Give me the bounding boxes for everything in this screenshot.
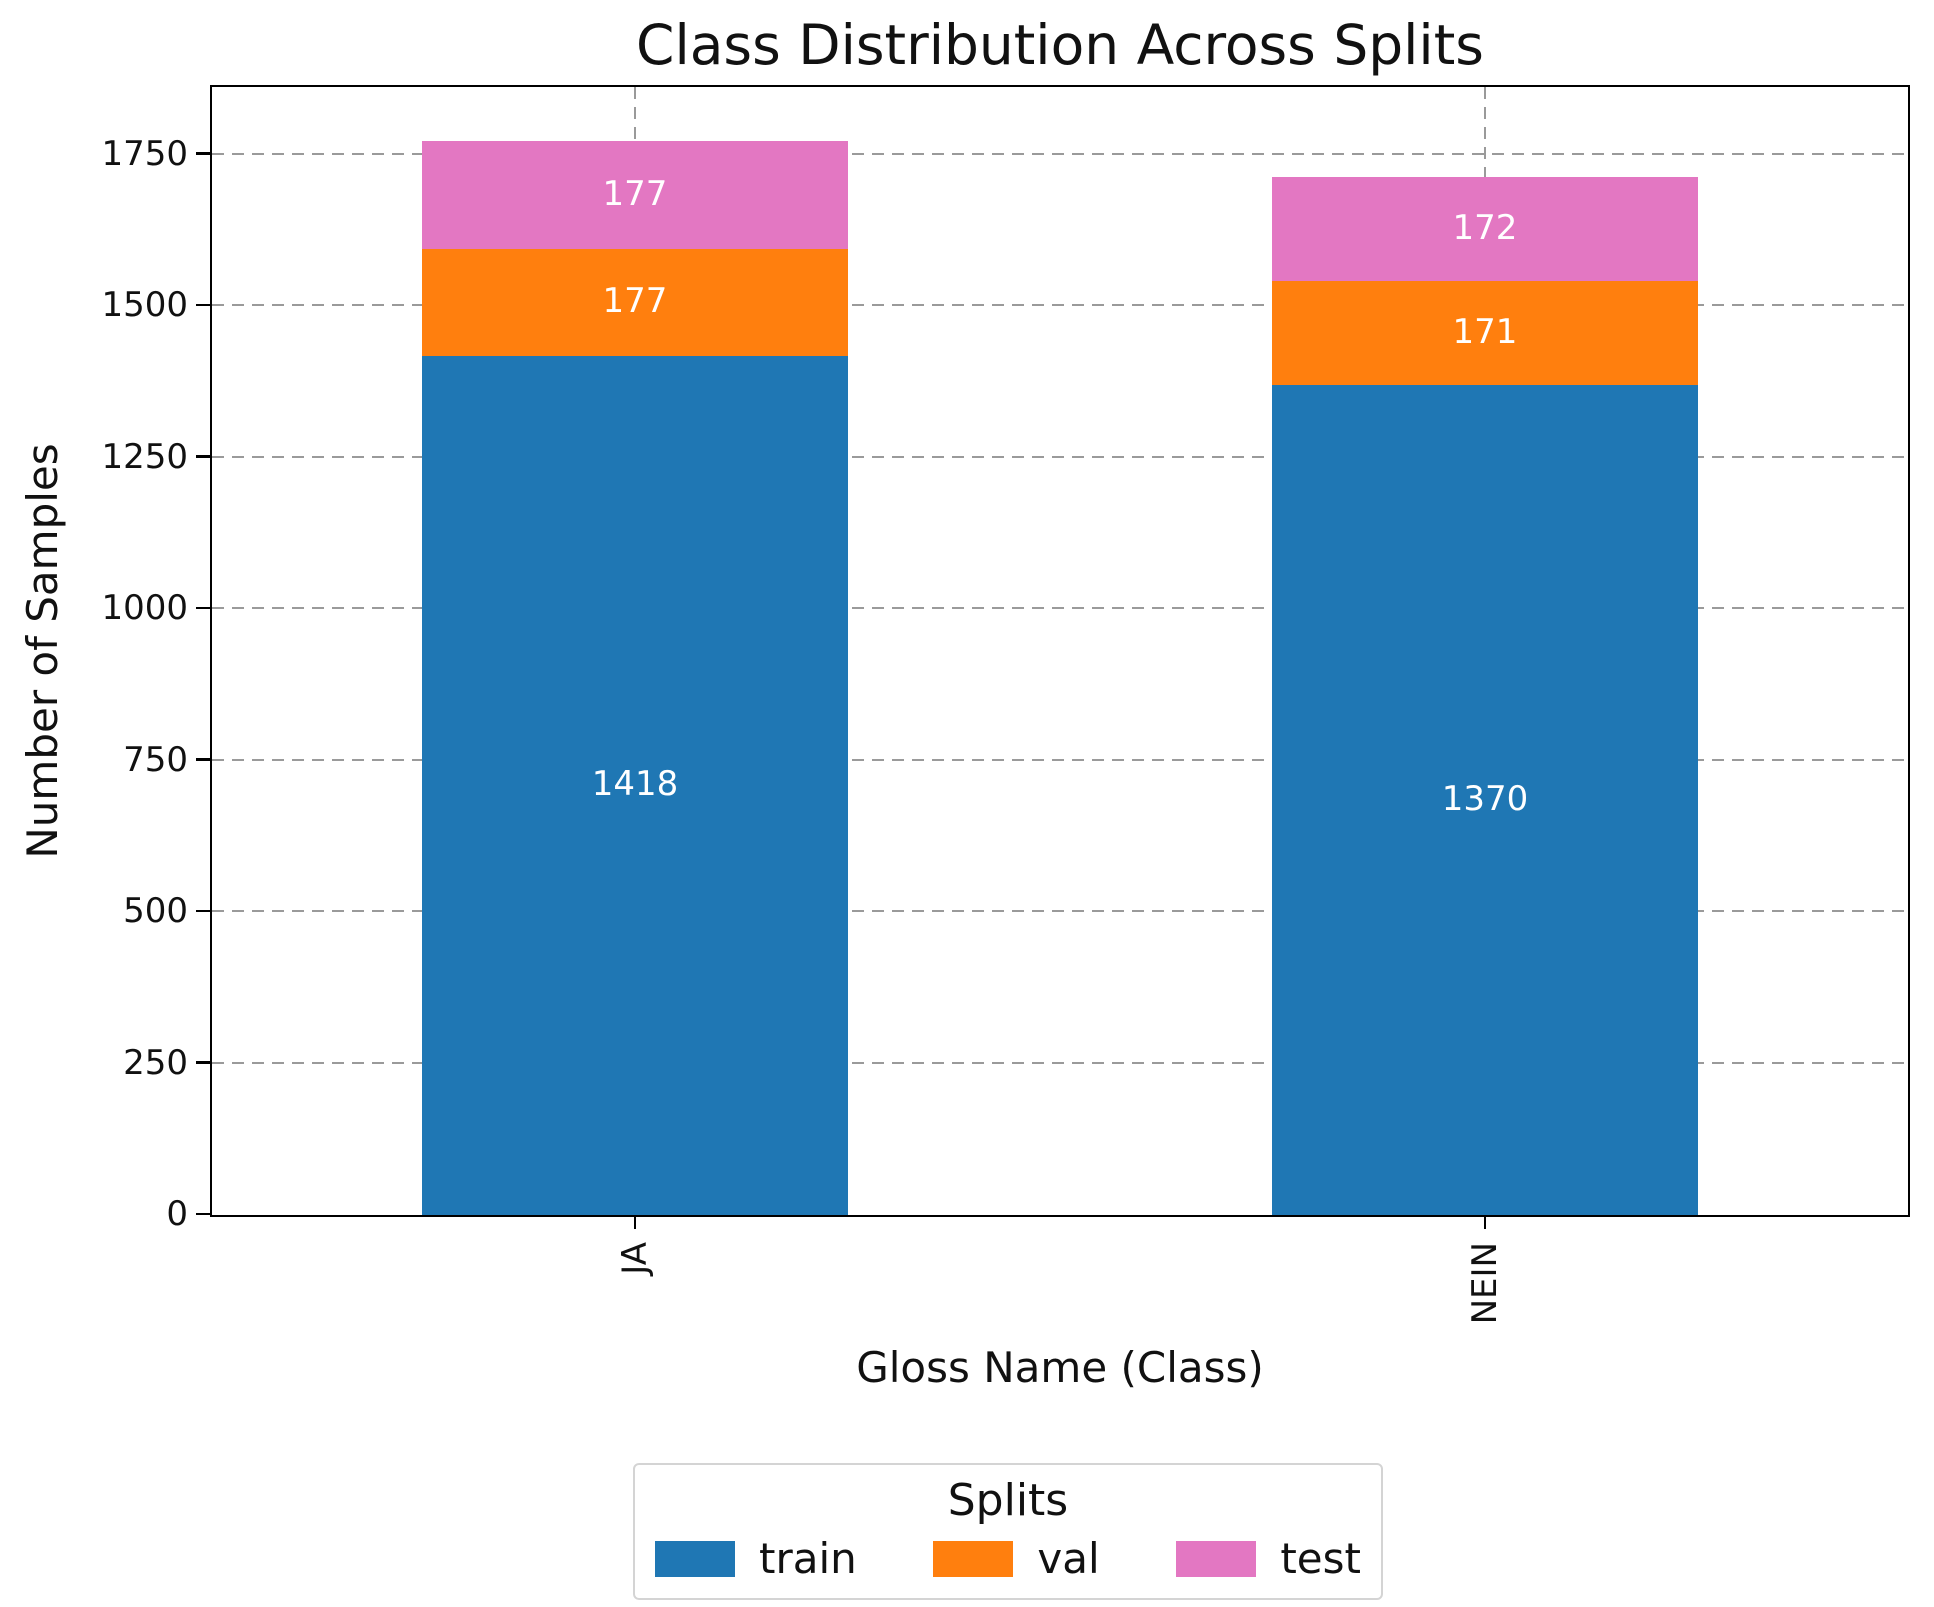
y-tick-label: 1250 (101, 436, 188, 477)
y-tick-label: 1000 (101, 588, 188, 629)
y-axis-tick (195, 1212, 210, 1216)
y-tick-label: 0 (166, 1194, 188, 1234)
bar-segment-train-nein[interactable] (1272, 384, 1698, 1215)
legend-entry-val[interactable]: val (933, 1533, 1100, 1583)
gridline-horizontal (212, 607, 1908, 610)
y-tick-label: 250 (123, 1042, 188, 1083)
bar-segment-train-ja[interactable] (422, 355, 848, 1215)
x-axis-label: Gloss Name (Class) (856, 1343, 1264, 1392)
legend-entry-train[interactable]: train (655, 1533, 857, 1583)
y-axis-tick (195, 909, 210, 913)
y-axis-tick (195, 606, 210, 610)
legend-swatch-val (933, 1540, 1014, 1577)
legend-entry-test[interactable]: test (1176, 1533, 1361, 1583)
gridline-horizontal (212, 1061, 1908, 1064)
y-tick-label: 750 (123, 739, 188, 780)
bar-value-label-val-nein: 171 (1452, 312, 1518, 353)
x-tick-label-ja: JA (615, 1242, 655, 1275)
bar-segment-test-nein[interactable] (1272, 177, 1698, 282)
legend-entries: train val test (655, 1533, 1361, 1583)
y-axis-tick (195, 758, 210, 761)
legend-label-train: train (759, 1533, 857, 1583)
gridline-horizontal (212, 304, 1908, 307)
legend-title: Splits (947, 1475, 1069, 1526)
y-tick-label: 1750 (101, 133, 188, 174)
bar-value-label-val-ja: 177 (602, 281, 668, 322)
legend-swatch-test (1176, 1540, 1257, 1577)
y-axis-tick (195, 455, 210, 458)
chart-title: Class Distribution Across Splits (636, 13, 1484, 77)
y-tick-label: 1500 (101, 285, 188, 326)
gridline-horizontal (212, 758, 1908, 761)
bar-segment-val-ja[interactable] (422, 248, 848, 356)
y-axis-tick (195, 303, 210, 307)
gridline-horizontal (212, 455, 1908, 458)
bar-value-label-train-ja: 1418 (591, 764, 679, 805)
y-tick-label: 500 (123, 891, 188, 932)
bar-value-label-test-nein: 172 (1452, 208, 1518, 249)
x-axis-tick (633, 1215, 637, 1229)
legend: Splits train val test (633, 1463, 1383, 1600)
bar-value-label-test-ja: 177 (602, 173, 668, 214)
legend-label-test: test (1280, 1533, 1361, 1583)
bar-segment-val-nein[interactable] (1272, 281, 1698, 385)
y-axis-tick (195, 152, 210, 155)
gridline-horizontal (212, 910, 1908, 913)
legend-swatch-train (655, 1540, 735, 1577)
legend-label-val: val (1037, 1533, 1100, 1583)
y-axis-label: Number of Samples (18, 443, 67, 859)
plot-canvas: 1418 177 177 1370 171 172 (212, 87, 1908, 1215)
plot-area: 1418 177 177 1370 171 172 0 250 500 750 1000 1250 1… (101, 85, 1910, 1324)
x-tick-label-nein: NEIN (1465, 1242, 1505, 1325)
x-axis-tick (1483, 1215, 1487, 1229)
bar-segment-test-ja[interactable] (422, 141, 848, 249)
gridline-horizontal (212, 152, 1908, 155)
y-axis-tick (195, 1061, 210, 1064)
bar-value-label-train-nein: 1370 (1441, 778, 1529, 819)
